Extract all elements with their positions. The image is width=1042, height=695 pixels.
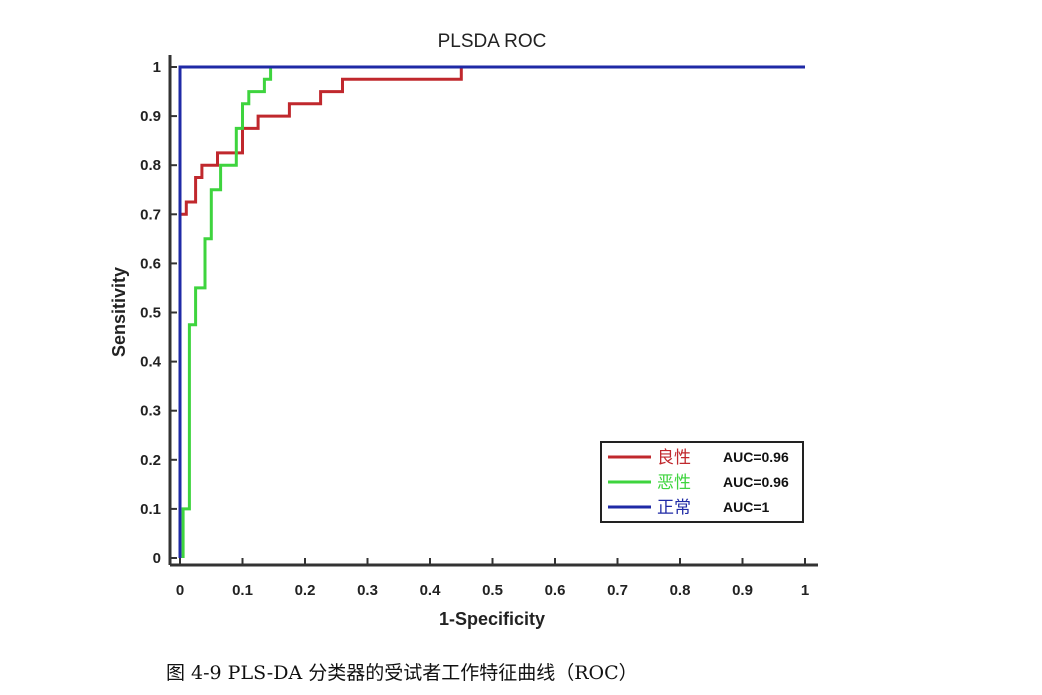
y-tick-label: 0	[153, 550, 161, 567]
x-tick-label: 0.1	[232, 582, 253, 599]
legend-series-name: 正常	[657, 498, 691, 518]
y-tick-label: 0.7	[140, 206, 161, 223]
y-tick-label: 0.8	[140, 157, 161, 174]
roc-curve-2	[181, 65, 274, 558]
x-tick-label: 0.8	[670, 582, 691, 599]
legend-auc-label: AUC=0.96	[723, 474, 789, 490]
y-tick-label: 1	[153, 59, 161, 76]
legend-series-name: 恶性	[657, 473, 691, 493]
y-tick-label: 0.1	[140, 501, 161, 518]
x-tick-label: 0.9	[732, 582, 753, 599]
figure-caption: 图 4-9 PLS-DA 分类器的受试者工作特征曲线（ROC）	[166, 662, 638, 684]
y-tick-label: 0.4	[140, 354, 162, 371]
legend: 良性 AUC=0.96 恶性 AUC=0.96 正常 AUC=1	[600, 441, 804, 523]
x-tick-label: 0	[176, 582, 184, 599]
x-tick-label: 0.7	[607, 582, 628, 599]
series-lines	[178, 65, 805, 558]
legend-auc-label: AUC=0.96	[723, 449, 789, 465]
x-tick-label: 0.2	[295, 582, 316, 599]
x-axis-label: 1-Specificity	[439, 609, 545, 629]
x-tick-label: 0.6	[545, 582, 566, 599]
y-axis-label: Sensitivity	[109, 267, 129, 357]
y-tick-label: 0.9	[140, 108, 161, 125]
legend-series-name: 良性	[657, 448, 691, 468]
y-tick-label: 0.6	[140, 255, 161, 272]
roc-curve-1	[180, 65, 805, 216]
x-tick-label: 0.3	[357, 582, 378, 599]
legend-auc-label: AUC=1	[723, 499, 770, 515]
y-tick-label: 0.2	[140, 452, 161, 469]
roc-chart: 0 0.1 0.2 0.3 0.4 0.5 0.6 0.7 0.8 0.9 1 0 0.1 0.2 0.3 0…	[109, 31, 818, 629]
roc-curve-3	[178, 65, 805, 558]
y-tick-label: 0.3	[140, 403, 161, 420]
x-tick-label: 0.5	[482, 582, 503, 599]
plot-frame	[168, 55, 818, 567]
x-tick-label: 0.4	[420, 582, 442, 599]
x-tick-label: 1	[801, 582, 809, 599]
y-tick-label: 0.5	[140, 305, 161, 322]
axis-ticks: 0 0.1 0.2 0.3 0.4 0.5 0.6 0.7 0.8 0.9 1 0 0.1 0.2 0.3 0…	[140, 59, 809, 599]
chart-title: PLSDA ROC	[438, 31, 547, 52]
